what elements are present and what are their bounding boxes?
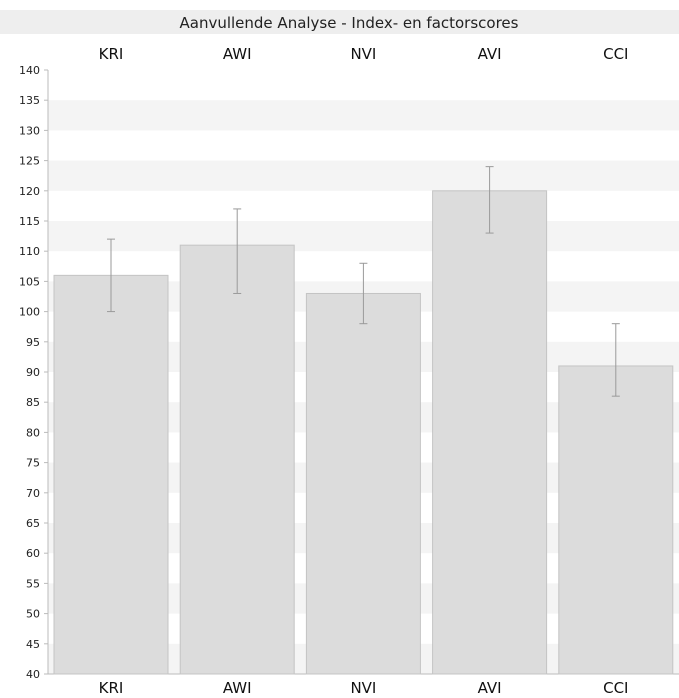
category-label-top: NVI bbox=[350, 45, 376, 63]
category-label-bottom: KRI bbox=[99, 679, 124, 697]
y-tick-label: 140 bbox=[19, 64, 40, 77]
y-tick-label: 60 bbox=[26, 547, 40, 560]
y-tick-label: 125 bbox=[19, 155, 40, 168]
y-tick-label: 40 bbox=[26, 668, 40, 681]
y-tick-label: 120 bbox=[19, 185, 40, 198]
category-label-top: CCI bbox=[603, 45, 628, 63]
y-tick-label: 135 bbox=[19, 94, 40, 107]
category-label-bottom: CCI bbox=[603, 679, 628, 697]
title-band bbox=[0, 10, 679, 34]
y-tick-label: 45 bbox=[26, 638, 40, 651]
y-tick-label: 80 bbox=[26, 426, 40, 439]
bar-kri bbox=[53, 274, 169, 675]
y-tick-label: 50 bbox=[26, 608, 40, 621]
y-tick-label: 65 bbox=[26, 517, 40, 530]
category-label-top: AWI bbox=[223, 45, 252, 63]
category-label-bottom: AVI bbox=[478, 679, 502, 697]
y-tick-label: 95 bbox=[26, 336, 40, 349]
category-label-bottom: AWI bbox=[223, 679, 252, 697]
bar-cci bbox=[558, 365, 674, 675]
category-label-bottom: NVI bbox=[350, 679, 376, 697]
y-tick-label: 90 bbox=[26, 366, 40, 379]
grid-band bbox=[48, 160, 679, 191]
top-category-labels: KRI AWI NVI AVI CCI bbox=[99, 45, 629, 63]
grid-band bbox=[48, 221, 679, 252]
bottom-category-labels: KRI AWI NVI AVI CCI bbox=[99, 679, 629, 697]
category-label-top: AVI bbox=[478, 45, 502, 63]
bar-nvi bbox=[305, 292, 421, 675]
bar-awi bbox=[179, 244, 295, 675]
bar-avi bbox=[432, 190, 548, 675]
y-tick-label: 105 bbox=[19, 275, 40, 288]
y-tick-label: 85 bbox=[26, 396, 40, 409]
chart-title: Aanvullende Analyse - Index- en factorsc… bbox=[180, 14, 519, 32]
y-tick-label: 75 bbox=[26, 457, 40, 470]
y-tick-label: 55 bbox=[26, 577, 40, 590]
bar-series bbox=[53, 190, 674, 675]
y-tick-label: 100 bbox=[19, 306, 40, 319]
y-tick-label: 70 bbox=[26, 487, 40, 500]
category-label-top: KRI bbox=[99, 45, 124, 63]
error-bars bbox=[107, 166, 620, 397]
y-tick-label: 115 bbox=[19, 215, 40, 228]
y-tick-label: 110 bbox=[19, 245, 40, 258]
grid-band bbox=[48, 100, 679, 131]
y-tick-label: 130 bbox=[19, 124, 40, 137]
